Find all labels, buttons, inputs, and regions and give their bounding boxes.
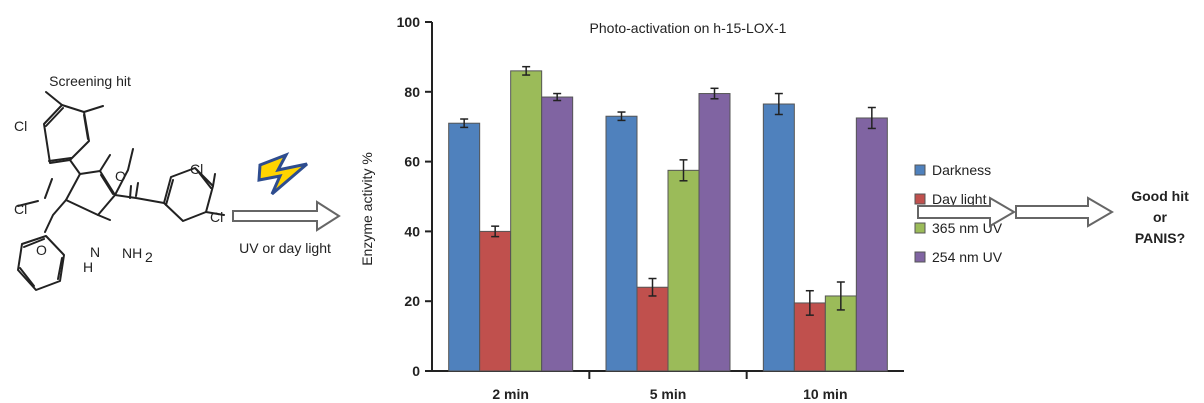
bar-365-nm-uv xyxy=(510,70,543,372)
activation-label: UV or day light xyxy=(239,240,331,256)
bar-254-nm-uv xyxy=(698,93,731,372)
bar-darkness xyxy=(605,115,638,372)
conclusion-line-1: Good hit xyxy=(1131,188,1189,204)
molecule-ring-h: H xyxy=(83,259,93,275)
bar-254-nm-uv xyxy=(855,117,888,372)
molecule-amine-subscript: 2 xyxy=(145,249,153,265)
molecule-cl-top-left: Cl xyxy=(14,118,27,134)
legend-swatch xyxy=(914,164,926,176)
molecule-ring-upper xyxy=(43,104,90,164)
molecule-cl-mid-left: Cl xyxy=(14,201,27,217)
conclusion-arrow-right xyxy=(1015,196,1114,228)
chart-errorbars xyxy=(460,65,876,316)
molecule-cl-right-upper: Cl xyxy=(190,161,203,177)
molecule-ring-lower xyxy=(17,235,65,291)
legend-swatch xyxy=(914,193,926,205)
legend-label: Day light xyxy=(932,191,987,207)
conclusion-line-3: PANIS? xyxy=(1135,230,1185,246)
molecule-ring-pyrrole xyxy=(65,170,116,216)
conclusion-arrow-left xyxy=(917,196,1016,228)
molecule-bonds xyxy=(17,91,225,233)
conclusion-line-2: or xyxy=(1153,209,1168,225)
screening-hit-label: Screening hit xyxy=(49,73,131,89)
activation-step: UV or day light xyxy=(232,152,341,256)
molecule-structure xyxy=(17,91,225,291)
bar-darkness xyxy=(762,103,795,372)
legend-label: Darkness xyxy=(932,162,991,178)
legend-label: 254 nm UV xyxy=(932,249,1003,265)
molecule-ring-right xyxy=(163,167,214,222)
chart-categories: 2 min 5 min 10 min xyxy=(492,386,847,402)
conclusion-step: Good hit or PANIS? xyxy=(917,188,1189,246)
activation-arrow xyxy=(232,200,341,232)
molecule-double-bonds xyxy=(19,107,212,287)
chart-bars xyxy=(448,70,888,372)
x-category-label: 2 min xyxy=(492,386,529,402)
molecule-oxygen-right: O xyxy=(115,168,126,184)
y-tick-label: 60 xyxy=(404,154,420,170)
x-category-label: 10 min xyxy=(803,386,847,402)
y-tick-label: 100 xyxy=(397,14,421,30)
y-axis-label: Enzyme activity % xyxy=(359,152,375,266)
molecule-amine: NH xyxy=(122,245,142,261)
molecule-oxygen-left: O xyxy=(36,242,47,258)
legend-swatch xyxy=(914,251,926,263)
chart-title: Photo-activation on h-15-LOX-1 xyxy=(590,20,787,36)
lightning-bolt-icon xyxy=(257,152,308,196)
screening-hit-panel: Screening hit Cl Cl Cl Cl O O NH 2 N H xyxy=(14,73,225,291)
bar-day-light xyxy=(636,286,669,372)
molecule-cl-right-lower: Cl xyxy=(210,209,223,225)
chart-panel: Photo-activation on h-15-LOX-1 Enzyme ac… xyxy=(359,14,1003,402)
y-tick-label: 20 xyxy=(404,293,420,309)
chart-legend: Darkness Day light 365 nm UV 254 nm UV xyxy=(914,162,1003,265)
legend-swatch xyxy=(914,222,926,234)
y-tick-label: 0 xyxy=(412,363,420,379)
chart-ticks: 0 20 40 60 80 100 xyxy=(397,14,748,379)
y-tick-label: 40 xyxy=(404,223,420,239)
y-tick-label: 80 xyxy=(404,84,420,100)
x-category-label: 5 min xyxy=(650,386,687,402)
molecule-ring-n: N xyxy=(90,244,100,260)
legend-label: 365 nm UV xyxy=(932,220,1003,236)
bar-darkness xyxy=(448,122,481,372)
bar-day-light xyxy=(479,230,512,372)
bar-254-nm-uv xyxy=(541,96,574,372)
bar-365-nm-uv xyxy=(667,169,700,372)
